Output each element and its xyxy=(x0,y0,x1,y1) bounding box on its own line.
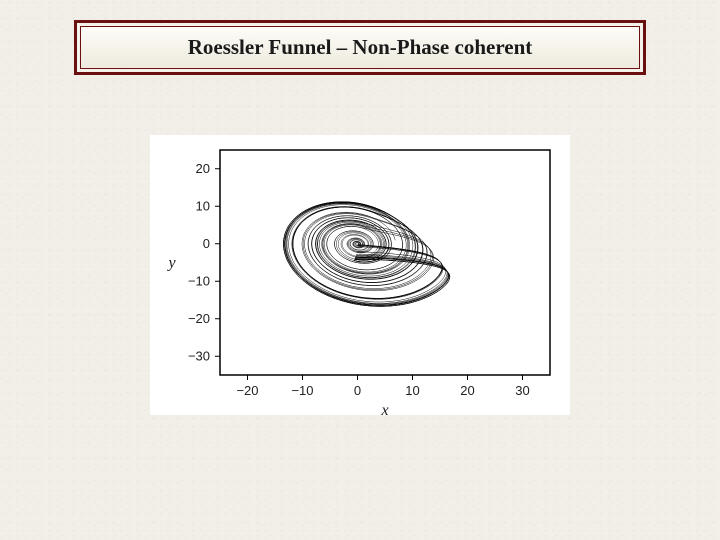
svg-text:x: x xyxy=(380,402,388,415)
svg-text:−30: −30 xyxy=(188,348,210,363)
title-frame: Roessler Funnel – Non-Phase coherent xyxy=(74,20,646,75)
svg-text:0: 0 xyxy=(203,236,210,251)
title-inner: Roessler Funnel – Non-Phase coherent xyxy=(80,26,640,69)
svg-text:30: 30 xyxy=(515,383,529,398)
svg-text:−10: −10 xyxy=(188,273,210,288)
svg-text:20: 20 xyxy=(460,383,474,398)
chart-container: −20 −10 0 10 20 30 −30 −20 −10 0 10 20 x y xyxy=(150,135,570,415)
svg-text:0: 0 xyxy=(354,383,361,398)
svg-text:−20: −20 xyxy=(236,383,258,398)
phase-plot-svg: −20 −10 0 10 20 30 −30 −20 −10 0 10 20 x y xyxy=(150,135,570,415)
svg-text:20: 20 xyxy=(196,161,210,176)
svg-text:y: y xyxy=(166,255,176,272)
svg-text:10: 10 xyxy=(405,383,419,398)
svg-text:−10: −10 xyxy=(291,383,313,398)
svg-text:10: 10 xyxy=(196,198,210,213)
page-title: Roessler Funnel – Non-Phase coherent xyxy=(188,35,533,59)
svg-text:−20: −20 xyxy=(188,311,210,326)
